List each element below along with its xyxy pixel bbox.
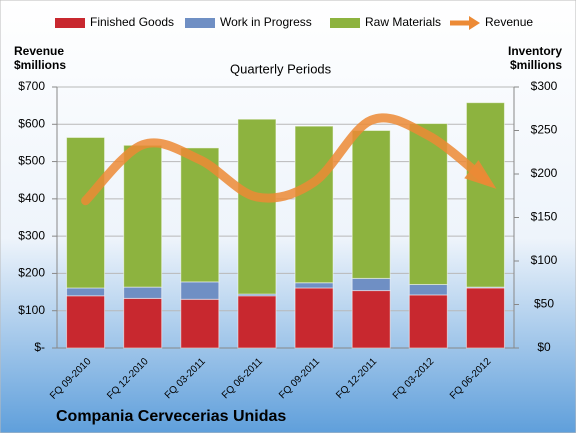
chart-title: Quarterly Periods xyxy=(230,61,332,76)
y2-tick-label: $0 xyxy=(537,340,551,354)
y-tick-label: $600 xyxy=(18,116,45,130)
bar-segment xyxy=(465,287,505,349)
y-tick-label: $700 xyxy=(18,79,45,93)
y2-tick-label: $300 xyxy=(531,79,558,93)
y2-tick-label: $200 xyxy=(531,166,558,180)
y2-axis-label: Inventory xyxy=(508,44,562,58)
bar-segment xyxy=(351,130,391,279)
legend-label: Raw Materials xyxy=(365,15,441,29)
bar-segment xyxy=(123,144,163,288)
bar-segment xyxy=(237,295,277,349)
legend-swatch xyxy=(469,16,480,30)
bar-segment xyxy=(180,281,220,300)
legend-label: Work in Progress xyxy=(220,15,312,29)
y-axis-label: Revenue xyxy=(14,44,64,58)
bar-segment xyxy=(294,287,334,349)
legend-swatch xyxy=(185,18,215,28)
legend-swatch xyxy=(55,18,85,28)
y-axis-label: $millions xyxy=(14,58,66,72)
y2-tick-label: $250 xyxy=(531,123,558,137)
bar-segment xyxy=(66,136,106,289)
bar-segment xyxy=(351,290,391,349)
arrow-head xyxy=(464,160,497,189)
y-tick-label: $- xyxy=(34,340,45,354)
y-tick-label: $500 xyxy=(18,154,45,168)
y-tick-label: $200 xyxy=(18,266,45,280)
y2-tick-label: $50 xyxy=(534,297,554,311)
bar-segment xyxy=(465,102,505,288)
bar-segment xyxy=(123,297,163,349)
bar-segment xyxy=(123,286,163,299)
bar-segment xyxy=(294,125,334,284)
y2-tick-label: $100 xyxy=(531,253,558,267)
legend-label: Finished Goods xyxy=(90,15,174,29)
bar-segment xyxy=(237,118,277,295)
line-series xyxy=(81,113,490,206)
footer: Compania Cervecerias Unidas xyxy=(56,408,286,425)
y-tick-label: $100 xyxy=(18,303,45,317)
legend-label: Revenue xyxy=(485,15,533,29)
bar-segment xyxy=(408,283,448,296)
y2-tick-label: $150 xyxy=(531,210,558,224)
y2-axis-label: $millions xyxy=(510,58,562,72)
bar-segment xyxy=(408,123,448,285)
bar-segment xyxy=(180,298,220,349)
bar-segment xyxy=(66,295,106,349)
bar-segment xyxy=(351,277,391,292)
y-tick-label: $400 xyxy=(18,191,45,205)
bar-segment xyxy=(408,294,448,349)
legend-swatch xyxy=(330,18,360,28)
y-tick-label: $300 xyxy=(18,228,45,242)
bar-segment xyxy=(294,282,334,289)
bar-segment xyxy=(66,287,106,297)
